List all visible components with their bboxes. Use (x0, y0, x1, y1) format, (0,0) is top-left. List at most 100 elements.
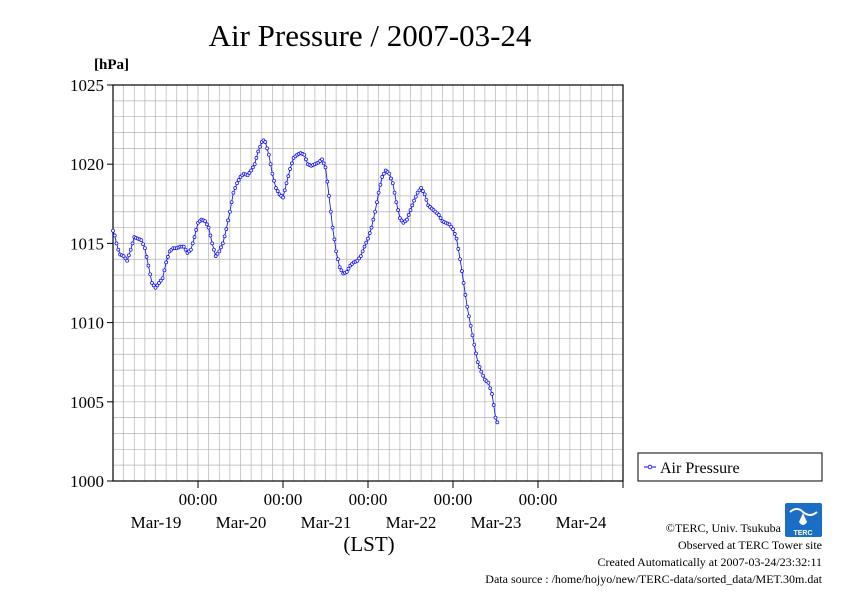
data-point (252, 162, 257, 167)
data-point (130, 241, 135, 246)
data-point (336, 257, 340, 262)
data-point (405, 217, 409, 222)
data-point (375, 200, 379, 205)
data-point (220, 241, 225, 246)
data-point (304, 157, 308, 162)
chart-title: Air Pressure / 2007-03-24 (209, 18, 532, 53)
x-tick-date-label: Mar-20 (216, 513, 267, 532)
data-point (394, 200, 399, 205)
data-point (272, 178, 276, 183)
data-point (146, 263, 151, 268)
data-point (334, 249, 338, 254)
data-point (454, 236, 459, 241)
data-point (382, 171, 386, 176)
x-tick-date-label: Mar-21 (301, 513, 352, 532)
data-point (465, 304, 470, 309)
data-point (121, 254, 126, 258)
data-point (406, 213, 411, 217)
y-tick-label: 1025 (70, 76, 104, 95)
data-point (367, 231, 372, 235)
x-tick-time-label: 00:00 (179, 490, 218, 509)
x-tick-time-label: 00:00 (349, 490, 388, 509)
data-source-text: Data source : /home/hojyo/new/TERC-data/… (485, 572, 822, 586)
data-point (436, 213, 441, 217)
data-point (190, 241, 195, 246)
data-point (389, 176, 393, 181)
data-point (378, 182, 383, 187)
data-point (359, 254, 363, 258)
data-point (205, 222, 209, 227)
legend[interactable]: Air Pressure (637, 452, 823, 482)
data-point (157, 281, 161, 285)
x-axis-label: (LST) (343, 532, 394, 556)
data-point (282, 188, 287, 193)
data-point (366, 236, 370, 241)
data-point (286, 174, 291, 178)
data-point (486, 380, 491, 385)
data-point (390, 181, 395, 186)
data-point (328, 209, 333, 214)
data-point (208, 233, 213, 238)
data-point (474, 351, 478, 356)
y-tick-label: 1010 (70, 314, 104, 333)
data-point (141, 242, 145, 247)
legend-label-air-pressure: Air Pressure (660, 460, 740, 477)
data-point (467, 314, 471, 319)
data-point (125, 258, 130, 263)
wave-icon (789, 508, 818, 516)
data-point (477, 365, 482, 369)
data-point (212, 247, 216, 252)
data-point (281, 195, 285, 200)
data-point (451, 227, 455, 231)
legend-box (637, 452, 823, 482)
data-point (468, 323, 473, 328)
data-point (127, 253, 131, 258)
data-point (151, 283, 156, 288)
data-point (189, 247, 193, 252)
data-point (490, 392, 494, 396)
legend-marker-icon (647, 464, 653, 470)
data-point (203, 219, 207, 224)
x-tick-time-label: 00:00 (434, 490, 473, 509)
data-point (456, 247, 461, 251)
data-point (330, 225, 335, 230)
data-point (364, 240, 369, 245)
data-point (275, 189, 280, 193)
data-point (399, 218, 404, 223)
data-point (337, 265, 342, 270)
data-point (139, 238, 144, 243)
credit-text: ©TERC, Univ. Tsukuba (666, 521, 782, 535)
series-line (112, 139, 498, 423)
data-point (290, 161, 294, 166)
data-point (472, 342, 477, 347)
x-tick-date-label: Mar-23 (471, 513, 522, 532)
data-point (288, 167, 292, 171)
data-point (458, 257, 462, 262)
data-point (256, 149, 261, 154)
data-point (153, 285, 158, 290)
data-point (228, 209, 232, 214)
data-point (160, 276, 165, 281)
data-point (376, 190, 381, 195)
x-tick-date-label: Mar-19 (131, 513, 182, 532)
data-point (206, 225, 211, 230)
x-axis-ticks: 00:00 Mar-19 00:00 Mar-20 00:00 Mar-21 00:00 Ma… (131, 481, 624, 532)
data-point (413, 194, 418, 199)
data-point (424, 197, 429, 202)
data-point (258, 144, 262, 149)
data-point (479, 369, 484, 374)
data-point (217, 249, 222, 254)
data-point (346, 266, 351, 271)
data-point (144, 255, 149, 259)
data-point (236, 178, 241, 182)
data-point (192, 235, 197, 239)
data-point (229, 200, 234, 205)
y-axis-unit: [hPa] (94, 57, 129, 73)
data-point (249, 168, 253, 173)
series-air-pressure (111, 138, 500, 425)
data-point (327, 194, 331, 198)
data-point (128, 247, 133, 252)
data-point (266, 152, 271, 157)
data-point (421, 189, 425, 193)
